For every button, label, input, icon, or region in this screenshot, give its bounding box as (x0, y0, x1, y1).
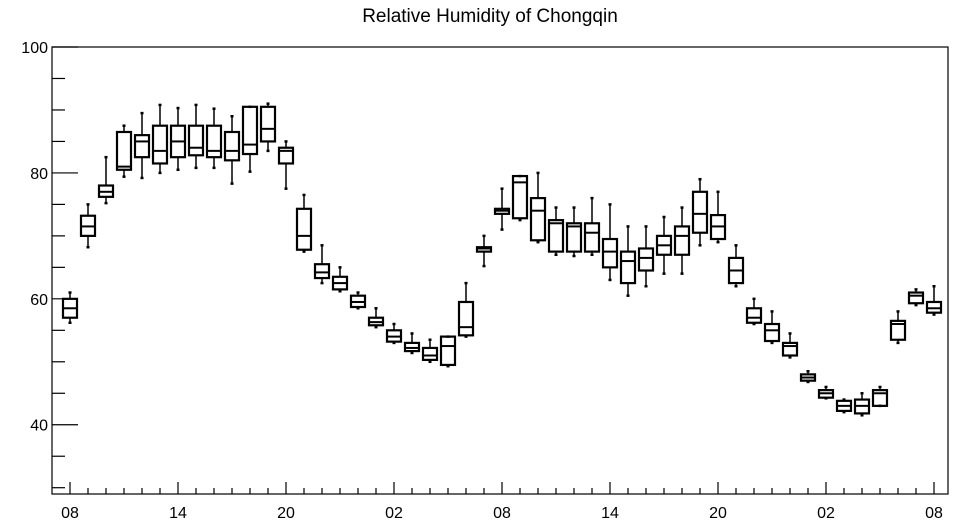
box-13 (295, 193, 313, 253)
box-iqr (277, 146, 295, 165)
box-29 (583, 196, 601, 257)
box-8 (205, 107, 223, 170)
box-series (61, 102, 943, 417)
box-41 (799, 369, 817, 384)
box-16 (349, 291, 367, 310)
box-4 (133, 111, 151, 180)
box-23 (475, 234, 493, 268)
box-iqr (763, 322, 781, 343)
box-3 (115, 124, 133, 178)
x-axis: 08 14 20 02 08 14 20 02 08 (61, 482, 943, 522)
box-20 (421, 338, 439, 364)
x-tick-label: 20 (709, 505, 727, 522)
box-iqr (295, 207, 313, 251)
box-9 (223, 115, 241, 185)
box-iqr (439, 335, 457, 367)
box-42 (817, 385, 835, 400)
box-24 (493, 187, 511, 231)
box-iqr (259, 105, 277, 143)
box-21 (439, 335, 457, 368)
box-iqr (781, 341, 799, 357)
box-iqr (637, 247, 655, 272)
x-tick-label: 14 (601, 505, 619, 522)
box-iqr (907, 291, 925, 305)
box-37 (727, 244, 745, 288)
box-35 (691, 177, 709, 247)
box-iqr (241, 105, 259, 156)
box-34 (673, 206, 691, 275)
box-31 (619, 225, 637, 297)
x-tick-label: 08 (925, 505, 943, 522)
box-iqr (889, 319, 907, 341)
box-48 (925, 284, 943, 316)
box-17 (367, 307, 385, 329)
box-iqr (601, 237, 619, 269)
box-46 (889, 310, 907, 345)
x-tick-label: 02 (817, 505, 835, 522)
box-15 (331, 266, 349, 293)
box-iqr (565, 222, 583, 253)
box-7 (187, 103, 205, 170)
box-25 (511, 174, 529, 222)
box-iqr (673, 225, 691, 256)
box-1 (79, 203, 97, 249)
box-43 (835, 398, 853, 414)
box-22 (457, 281, 475, 338)
box-30 (601, 203, 619, 282)
box-39 (763, 310, 781, 345)
y-tick-label: 100 (21, 40, 48, 57)
y-tick-label: 60 (30, 292, 48, 309)
x-tick-label: 08 (61, 505, 79, 522)
box-iqr (115, 130, 133, 171)
box-iqr (457, 300, 475, 337)
y-tick-label: 80 (30, 166, 48, 183)
box-27 (547, 206, 565, 257)
box-19 (403, 332, 421, 355)
box-40 (781, 332, 799, 359)
y-tick-label: 40 (30, 418, 48, 435)
box-36 (709, 190, 727, 244)
x-tick-label: 02 (385, 505, 403, 522)
box-iqr (745, 307, 763, 324)
box-iqr (691, 190, 709, 234)
box-0 (61, 291, 79, 325)
box-32 (637, 225, 655, 288)
box-iqr (133, 134, 151, 159)
box-iqr (205, 124, 223, 159)
x-tick-label: 20 (277, 505, 295, 522)
box-6 (169, 106, 187, 172)
box-33 (655, 215, 673, 275)
box-10 (241, 105, 259, 173)
box-iqr (313, 263, 331, 280)
x-tick-label: 08 (493, 505, 511, 522)
box-26 (529, 171, 547, 244)
box-iqr (583, 222, 601, 253)
box-44 (853, 392, 871, 417)
box-iqr (421, 346, 439, 361)
x-tick-label: 14 (169, 505, 187, 522)
box-5 (151, 103, 169, 175)
y-axis: 40 60 80 100 (21, 40, 78, 489)
box-12 (277, 140, 295, 190)
box-iqr (529, 196, 547, 242)
box-11 (259, 102, 277, 153)
box-iqr (187, 124, 205, 157)
box-28 (565, 206, 583, 258)
box-2 (97, 155, 115, 205)
box-38 (745, 297, 763, 326)
plot-frame (51, 46, 949, 495)
chart-title: Relative Humidity of Chongqin (362, 6, 618, 27)
box-iqr (871, 389, 889, 407)
box-iqr (511, 174, 529, 220)
box-iqr (547, 219, 565, 253)
box-iqr (619, 250, 637, 285)
box-14 (313, 244, 331, 285)
box-47 (907, 288, 925, 307)
box-iqr (223, 130, 241, 162)
box-18 (385, 322, 403, 345)
box-45 (871, 385, 889, 408)
box-iqr (151, 124, 169, 165)
